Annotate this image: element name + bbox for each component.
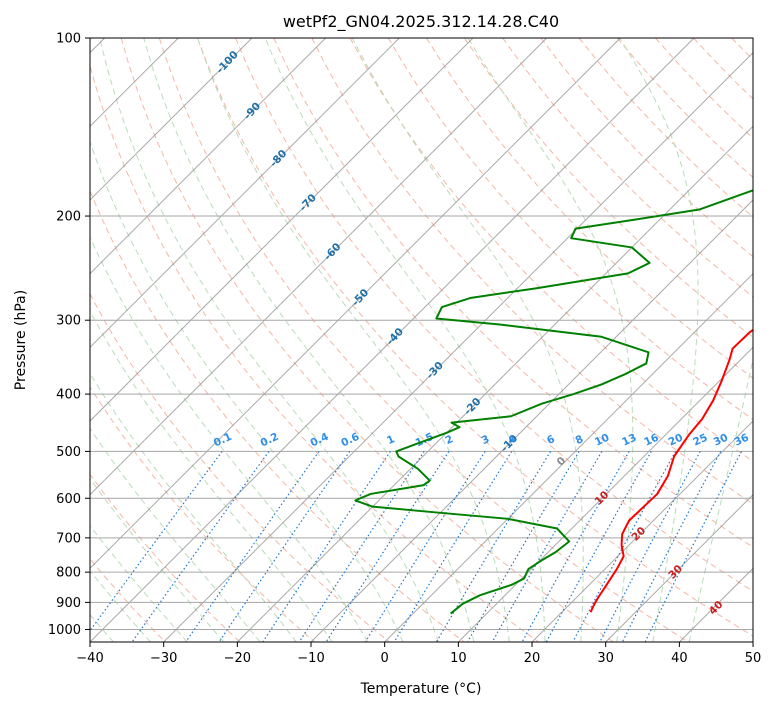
moist-adiabat-line	[90, 235, 369, 642]
axis-ticks: −40 −30 −20 −10 0 10 20 30 40 50 1000 900 800 700 600 5…	[48, 32, 761, 667]
mixing-ratio-line	[599, 451, 701, 642]
dewpoint-profile-line	[354, 189, 753, 615]
plot-area: -100-90-80-70-60-50-40-30-20-100.1 0.2 0.4…	[90, 38, 753, 642]
dry-adiabat-line	[425, 38, 753, 379]
mixing-ratio-label: 1	[385, 433, 397, 447]
mixing-ratio-line	[131, 451, 270, 642]
y-tick-label: 100	[56, 32, 81, 47]
y-tick-label: 600	[56, 492, 81, 507]
moist-adiabat-line	[90, 570, 151, 642]
mixing-ratio-line	[644, 451, 743, 642]
y-tick-label: 1000	[48, 623, 81, 638]
x-tick-label: −40	[76, 651, 103, 666]
mixing-ratio-label: 13	[620, 432, 638, 449]
dry-adiabat-line	[90, 385, 316, 642]
moist-adiabat-line	[90, 524, 188, 642]
mixing-ratio-line	[572, 451, 677, 642]
x-tick-label: 50	[745, 651, 762, 666]
x-tick-label: 10	[450, 651, 467, 666]
moist-adiabat-line	[351, 38, 584, 642]
mixing-ratio-line	[364, 451, 486, 642]
moist-adiabat-line	[99, 38, 439, 642]
isotherm-line	[236, 125, 753, 642]
moist-adiabat-line	[90, 477, 225, 642]
moist-adiabat-line	[143, 38, 475, 642]
isotherm-line	[605, 493, 753, 642]
mixing-ratio-label: 10	[593, 432, 611, 449]
isotherm-line	[90, 38, 621, 570]
x-axis-title: Temperature (°C)	[360, 681, 482, 697]
dry-adiabat-line	[387, 38, 753, 421]
mixing-ratio-label: 2	[444, 433, 456, 447]
x-tick-label: 40	[671, 651, 688, 666]
dry-adiabat-line	[90, 64, 540, 642]
x-tick-label: 0	[381, 651, 389, 666]
plot-frame	[89, 37, 754, 643]
mixing-ratio-label: 6	[545, 433, 557, 447]
mixing-ratio-line	[218, 451, 351, 642]
isotherm-line	[90, 38, 253, 201]
y-tick-label: 500	[56, 445, 81, 460]
mixing-ratio-label: 8	[574, 433, 586, 447]
y-tick-label: 700	[56, 531, 81, 546]
y-tick-label: 800	[56, 566, 81, 581]
mixing-ratio-label: 25	[691, 432, 709, 449]
y-tick-label: 200	[56, 210, 81, 225]
x-tick-label: −20	[224, 651, 251, 666]
isotherm-line	[90, 38, 695, 642]
mixing-ratio-line	[393, 451, 513, 642]
isotherm-line	[90, 38, 327, 275]
chart-title: wetPf2_GN04.2025.312.14.28.C40	[283, 12, 559, 32]
dry-adiabat-line	[90, 557, 166, 642]
isotherm-line	[384, 272, 753, 642]
mixing-ratio-label: 20	[667, 432, 685, 449]
x-tick-label: 20	[524, 651, 541, 666]
mixing-ratio-line	[90, 451, 223, 632]
temperature-profile-line	[589, 328, 753, 613]
isotherm-line	[90, 38, 474, 422]
isotherm-line	[531, 420, 753, 642]
mixing-ratio-label: 4	[506, 433, 518, 447]
y-axis-title: Pressure (hPa)	[13, 290, 29, 390]
isotherm-line	[457, 346, 753, 642]
dry-adiabat-line	[90, 189, 465, 642]
y-tick-label: 400	[56, 388, 81, 403]
mixing-ratio-line	[491, 451, 603, 642]
moist-adiabat-line	[90, 427, 261, 642]
mixing-ratio-line	[545, 451, 652, 642]
dry-adiabat-line	[158, 38, 689, 642]
moist-adiabat-line	[688, 356, 753, 642]
moist-adiabat-line	[197, 38, 510, 642]
moist-adiabat-line	[90, 140, 404, 642]
y-tick-label: 300	[56, 314, 81, 329]
mixing-ratio-label: 30	[712, 432, 730, 449]
dry-adiabat-line	[273, 38, 753, 548]
mixing-ratio-label: 16	[642, 432, 660, 449]
mixing-ratio-line	[621, 451, 722, 642]
moist-adiabat-line	[619, 38, 699, 642]
isotherm-line	[90, 38, 400, 349]
y-tick-label: 900	[56, 596, 81, 611]
x-tick-label: 30	[597, 651, 614, 666]
mixing-ratio-line	[262, 451, 391, 642]
mixing-ratio-label: 3	[480, 433, 492, 447]
mixing-ratio-label: 36	[732, 432, 750, 449]
moist-adiabat-line	[90, 310, 333, 642]
isotherm-line	[90, 38, 548, 496]
mixing-ratio-line	[185, 451, 320, 642]
isotherm-line	[163, 51, 753, 642]
moist-adiabat-line	[90, 372, 297, 642]
x-tick-label: −30	[150, 651, 177, 666]
x-tick-label: −10	[297, 651, 324, 666]
moist-adiabat-line	[264, 38, 546, 642]
